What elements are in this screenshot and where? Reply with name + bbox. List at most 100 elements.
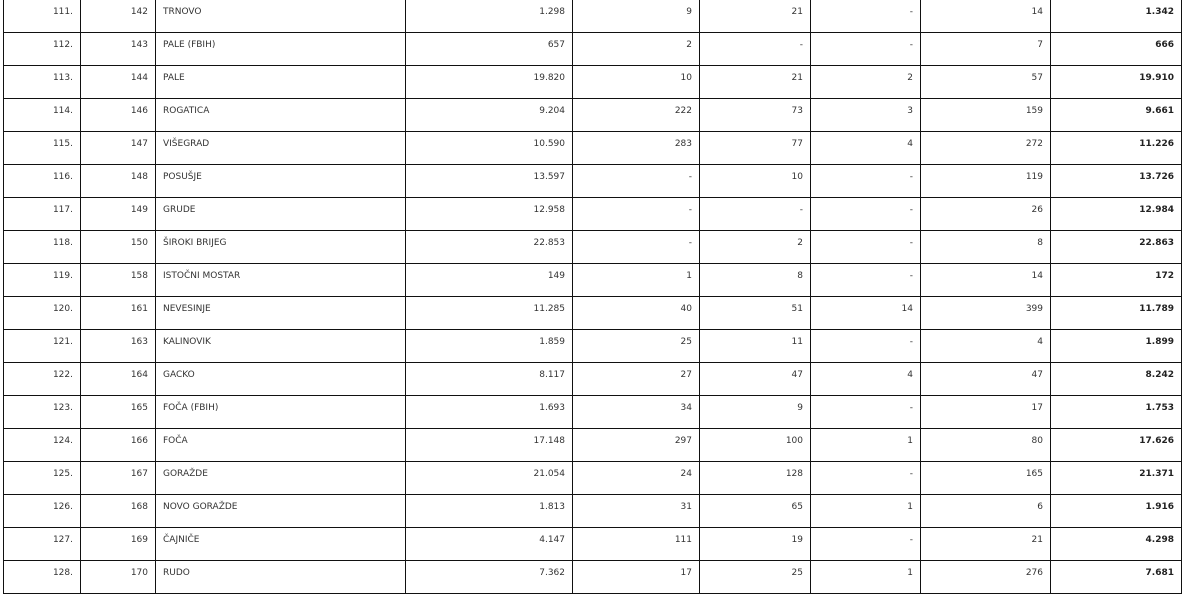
- value-cell-4: -: [810, 461, 921, 495]
- value-cell-4-text: -: [909, 337, 913, 347]
- total-cell: 4.298: [1050, 527, 1182, 561]
- table-row: 112. 143 PALE (FBIH) 657 2 - - 7 666: [3, 32, 1182, 66]
- value-cell-4: 4: [810, 362, 921, 396]
- value-cell-1-text: 1.859: [539, 337, 565, 347]
- value-cell-5-text: 4: [1037, 337, 1043, 347]
- row-number-cell: 115.: [3, 131, 81, 165]
- code-cell-text: 146: [130, 106, 148, 116]
- value-cell-2-text: 9: [686, 7, 692, 17]
- municipality-name-cell-text: ŠIROKI BRIJEG: [163, 238, 227, 248]
- value-cell-1-text: 149: [547, 271, 565, 281]
- value-cell-1: 1.298: [405, 0, 573, 33]
- total-cell-text: 11.789: [1139, 304, 1174, 314]
- value-cell-2-text: 297: [674, 436, 692, 446]
- value-cell-2-text: 222: [674, 106, 692, 116]
- total-cell-text: 13.726: [1139, 172, 1174, 182]
- value-cell-1-text: 22.853: [533, 238, 566, 248]
- value-cell-5: 6: [920, 494, 1051, 528]
- municipality-name-cell-text: POSUŠJE: [163, 172, 202, 182]
- value-cell-2-text: 24: [680, 469, 692, 479]
- value-cell-4: -: [810, 197, 921, 231]
- value-cell-3-text: 8: [797, 271, 803, 281]
- value-cell-5: 80: [920, 428, 1051, 462]
- row-number-cell-text: 126.: [52, 502, 73, 512]
- value-cell-4-text: 14: [901, 304, 913, 314]
- total-cell-text: 7.681: [1145, 568, 1174, 578]
- row-number-cell: 128.: [3, 560, 81, 594]
- value-cell-5: 7: [920, 32, 1051, 66]
- value-cell-5: 399: [920, 296, 1051, 330]
- table-row: 116. 148 POSUŠJE 13.597 - 10 - 119 13.726: [3, 164, 1182, 198]
- row-number-cell-text: 124.: [52, 436, 73, 446]
- total-cell: 8.242: [1050, 362, 1182, 396]
- value-cell-4: 1: [810, 560, 921, 594]
- row-number-cell-text: 119.: [52, 271, 73, 281]
- value-cell-3: 9: [699, 395, 811, 429]
- total-cell: 1.899: [1050, 329, 1182, 363]
- total-cell-text: 21.371: [1139, 469, 1174, 479]
- value-cell-3: 2: [699, 230, 811, 264]
- code-cell: 163: [80, 329, 156, 363]
- value-cell-1: 10.590: [405, 131, 573, 165]
- row-number-cell: 116.: [3, 164, 81, 198]
- municipality-name-cell-text: PALE: [163, 73, 185, 83]
- row-number-cell: 119.: [3, 263, 81, 297]
- municipality-name-cell: ŠIROKI BRIJEG: [155, 230, 406, 264]
- value-cell-2: 1: [572, 263, 700, 297]
- value-cell-1: 1.859: [405, 329, 573, 363]
- total-cell: 666: [1050, 32, 1182, 66]
- value-cell-1-text: 19.820: [533, 73, 566, 83]
- municipality-name-cell: GACKO: [155, 362, 406, 396]
- value-cell-5-text: 80: [1031, 436, 1043, 446]
- value-cell-1-text: 12.958: [533, 205, 566, 215]
- value-cell-4-text: 3: [907, 106, 913, 116]
- value-cell-4: -: [810, 263, 921, 297]
- code-cell: 166: [80, 428, 156, 462]
- row-number-cell: 113.: [3, 65, 81, 99]
- value-cell-1: 657: [405, 32, 573, 66]
- row-number-cell-text: 116.: [52, 172, 73, 182]
- value-cell-1: 17.148: [405, 428, 573, 462]
- code-cell-text: 142: [130, 7, 148, 17]
- value-cell-3: 73: [699, 98, 811, 132]
- table-row: 111. 142 TRNOVO 1.298 9 21 - 14 1.342: [3, 0, 1182, 33]
- value-cell-2: 111: [572, 527, 700, 561]
- table-row: 118. 150 ŠIROKI BRIJEG 22.853 - 2 - 8 22.863: [3, 230, 1182, 264]
- value-cell-3-text: 47: [791, 370, 803, 380]
- municipality-name-cell: ISTOČNI MOSTAR: [155, 263, 406, 297]
- code-cell: 144: [80, 65, 156, 99]
- row-number-cell-text: 122.: [52, 370, 73, 380]
- table-row: 121. 163 KALINOVIK 1.859 25 11 - 4 1.899: [3, 329, 1182, 363]
- value-cell-1: 11.285: [405, 296, 573, 330]
- municipality-name-cell-text: TRNOVO: [163, 7, 202, 17]
- value-cell-1-text: 13.597: [533, 172, 566, 182]
- value-cell-1-text: 10.590: [533, 139, 566, 149]
- value-cell-2: 25: [572, 329, 700, 363]
- value-cell-2-text: 111: [674, 535, 692, 545]
- value-cell-3: 8: [699, 263, 811, 297]
- municipality-name-cell-text: GACKO: [163, 370, 195, 380]
- row-number-cell-text: 123.: [52, 403, 73, 413]
- municipality-name-cell-text: ISTOČNI MOSTAR: [163, 271, 241, 281]
- value-cell-1: 19.820: [405, 65, 573, 99]
- table-row: 115. 147 VIŠEGRAD 10.590 283 77 4 272 11.226: [3, 131, 1182, 165]
- value-cell-2-text: -: [688, 205, 692, 215]
- municipality-name-cell: FOČA: [155, 428, 406, 462]
- value-cell-2-text: 34: [680, 403, 692, 413]
- value-cell-1: 149: [405, 263, 573, 297]
- value-cell-5: 17: [920, 395, 1051, 429]
- row-number-cell: 117.: [3, 197, 81, 231]
- value-cell-4: -: [810, 164, 921, 198]
- value-cell-4-text: -: [909, 7, 913, 17]
- municipality-name-cell: POSUŠJE: [155, 164, 406, 198]
- value-cell-4: 2: [810, 65, 921, 99]
- municipality-name-cell: GORAŽDE: [155, 461, 406, 495]
- value-cell-4: 14: [810, 296, 921, 330]
- value-cell-4: -: [810, 395, 921, 429]
- table-row: 113. 144 PALE 19.820 10 21 2 57 19.910: [3, 65, 1182, 99]
- value-cell-4: 4: [810, 131, 921, 165]
- value-cell-2-text: 25: [680, 337, 692, 347]
- value-cell-3-text: 21: [791, 73, 803, 83]
- table-row: 119. 158 ISTOČNI MOSTAR 149 1 8 - 14 172: [3, 263, 1182, 297]
- value-cell-2-text: 17: [680, 568, 692, 578]
